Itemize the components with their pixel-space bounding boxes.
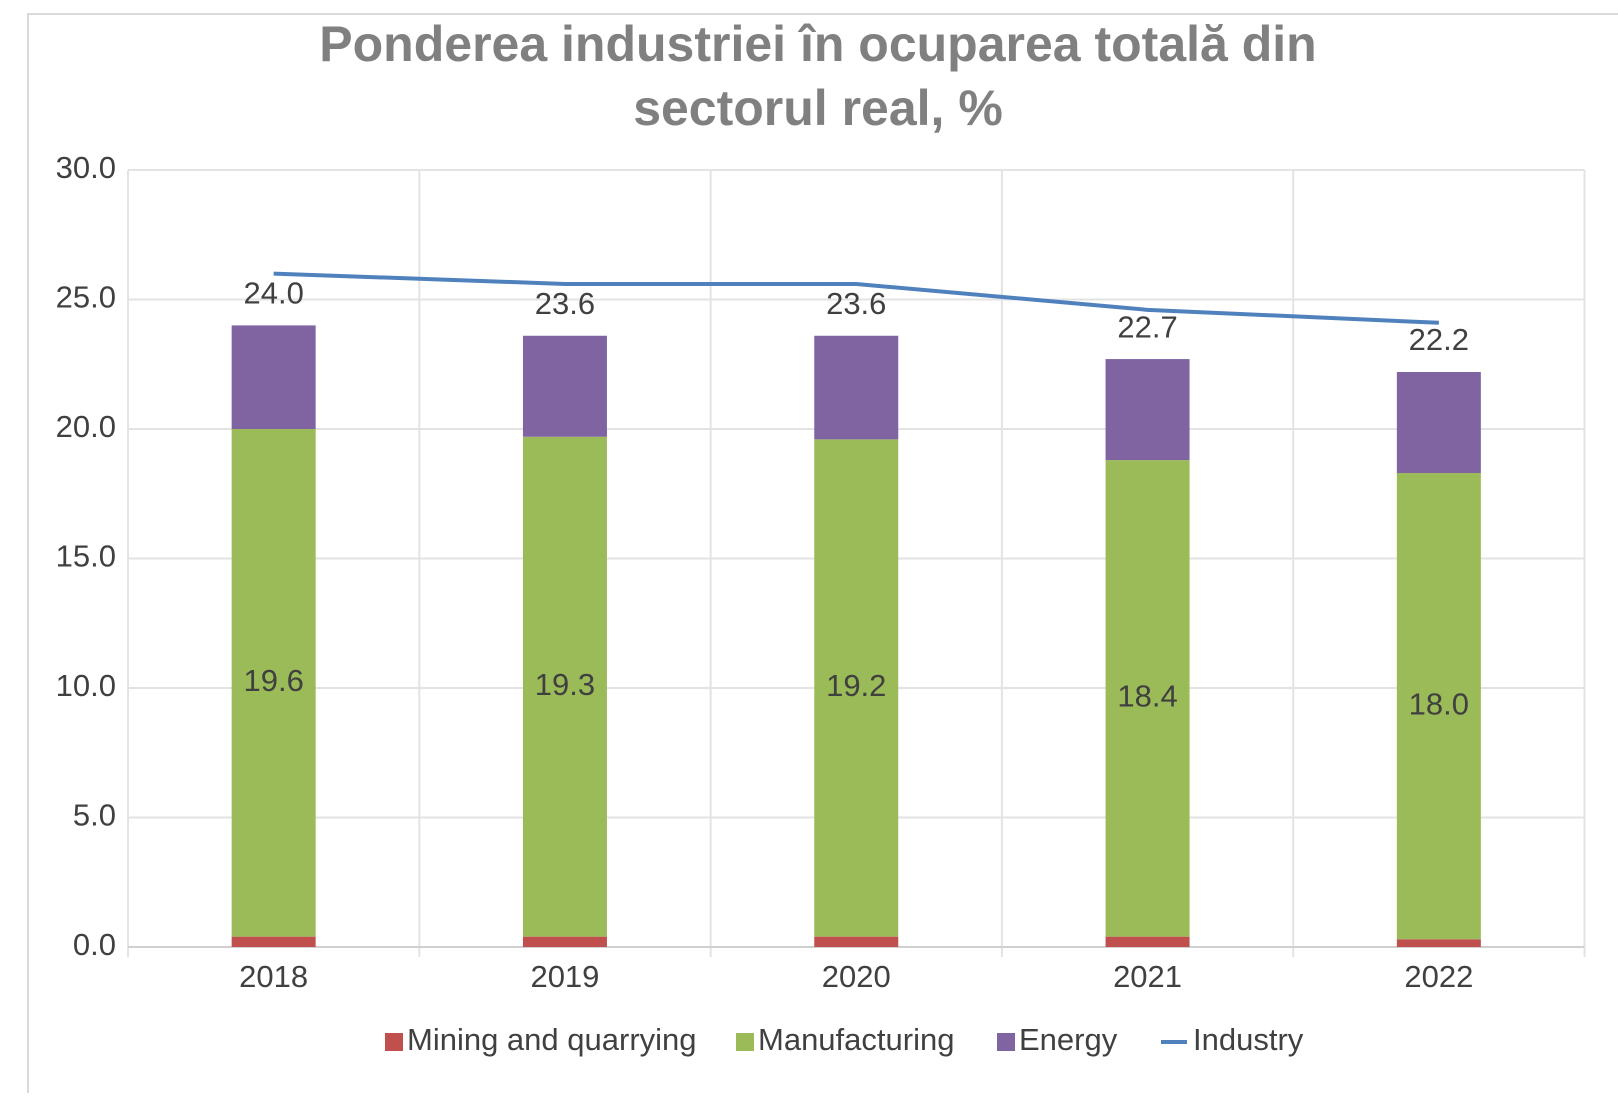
bar-segment (1396, 372, 1481, 474)
bar-segment (1105, 936, 1190, 947)
total-label: 24.0 (243, 276, 303, 311)
chart-title: sectorul real, % (633, 80, 1003, 136)
line (273, 271, 1439, 325)
data-label: 19.6 (243, 663, 303, 698)
bar-segment (1105, 460, 1190, 937)
total-label: 23.6 (535, 286, 595, 321)
data-label: 18.0 (1409, 686, 1469, 721)
legend-label: Mining and quarrying (407, 1022, 697, 1057)
total-label: 22.2 (1409, 322, 1469, 357)
bar-segment (231, 936, 316, 947)
bar-segment (1396, 939, 1481, 947)
data-label: 19.2 (826, 668, 886, 703)
data-label: 18.4 (1117, 679, 1177, 714)
legend-label: Industry (1193, 1022, 1304, 1057)
legend-swatch (385, 1033, 403, 1051)
bar-segment (1105, 359, 1190, 461)
x-tick-label: 2019 (530, 959, 599, 994)
total-label: 23.6 (826, 286, 886, 321)
bar-segment (1396, 473, 1481, 940)
data-label: 19.3 (535, 667, 595, 702)
y-tick-label: 25.0 (56, 280, 116, 315)
y-tick-label: 5.0 (73, 798, 116, 833)
bar-segment (814, 936, 899, 947)
legend-swatch (736, 1033, 754, 1051)
bar-segment (231, 325, 316, 429)
bar-segment (231, 429, 316, 937)
bar-segment (522, 436, 607, 937)
bar-segment (814, 439, 899, 937)
y-tick-label: 15.0 (56, 539, 116, 574)
bar-segment (522, 335, 607, 437)
legend-label: Manufacturing (758, 1022, 954, 1057)
x-tick-label: 2020 (822, 959, 891, 994)
bar-segment (814, 335, 899, 440)
y-tick-label: 30.0 (56, 150, 116, 185)
y-tick-label: 10.0 (56, 668, 116, 703)
legend-label: Energy (1019, 1022, 1118, 1057)
chart-title: Ponderea industriei în ocuparea totală d… (319, 16, 1316, 72)
x-tick-label: 2022 (1404, 959, 1473, 994)
total-label: 22.7 (1117, 309, 1177, 344)
x-tick-label: 2021 (1113, 959, 1182, 994)
bar-segment (522, 936, 607, 947)
legend-swatch (997, 1033, 1015, 1051)
y-tick-label: 0.0 (73, 927, 116, 962)
y-tick-label: 20.0 (56, 409, 116, 444)
x-tick-label: 2018 (239, 959, 308, 994)
